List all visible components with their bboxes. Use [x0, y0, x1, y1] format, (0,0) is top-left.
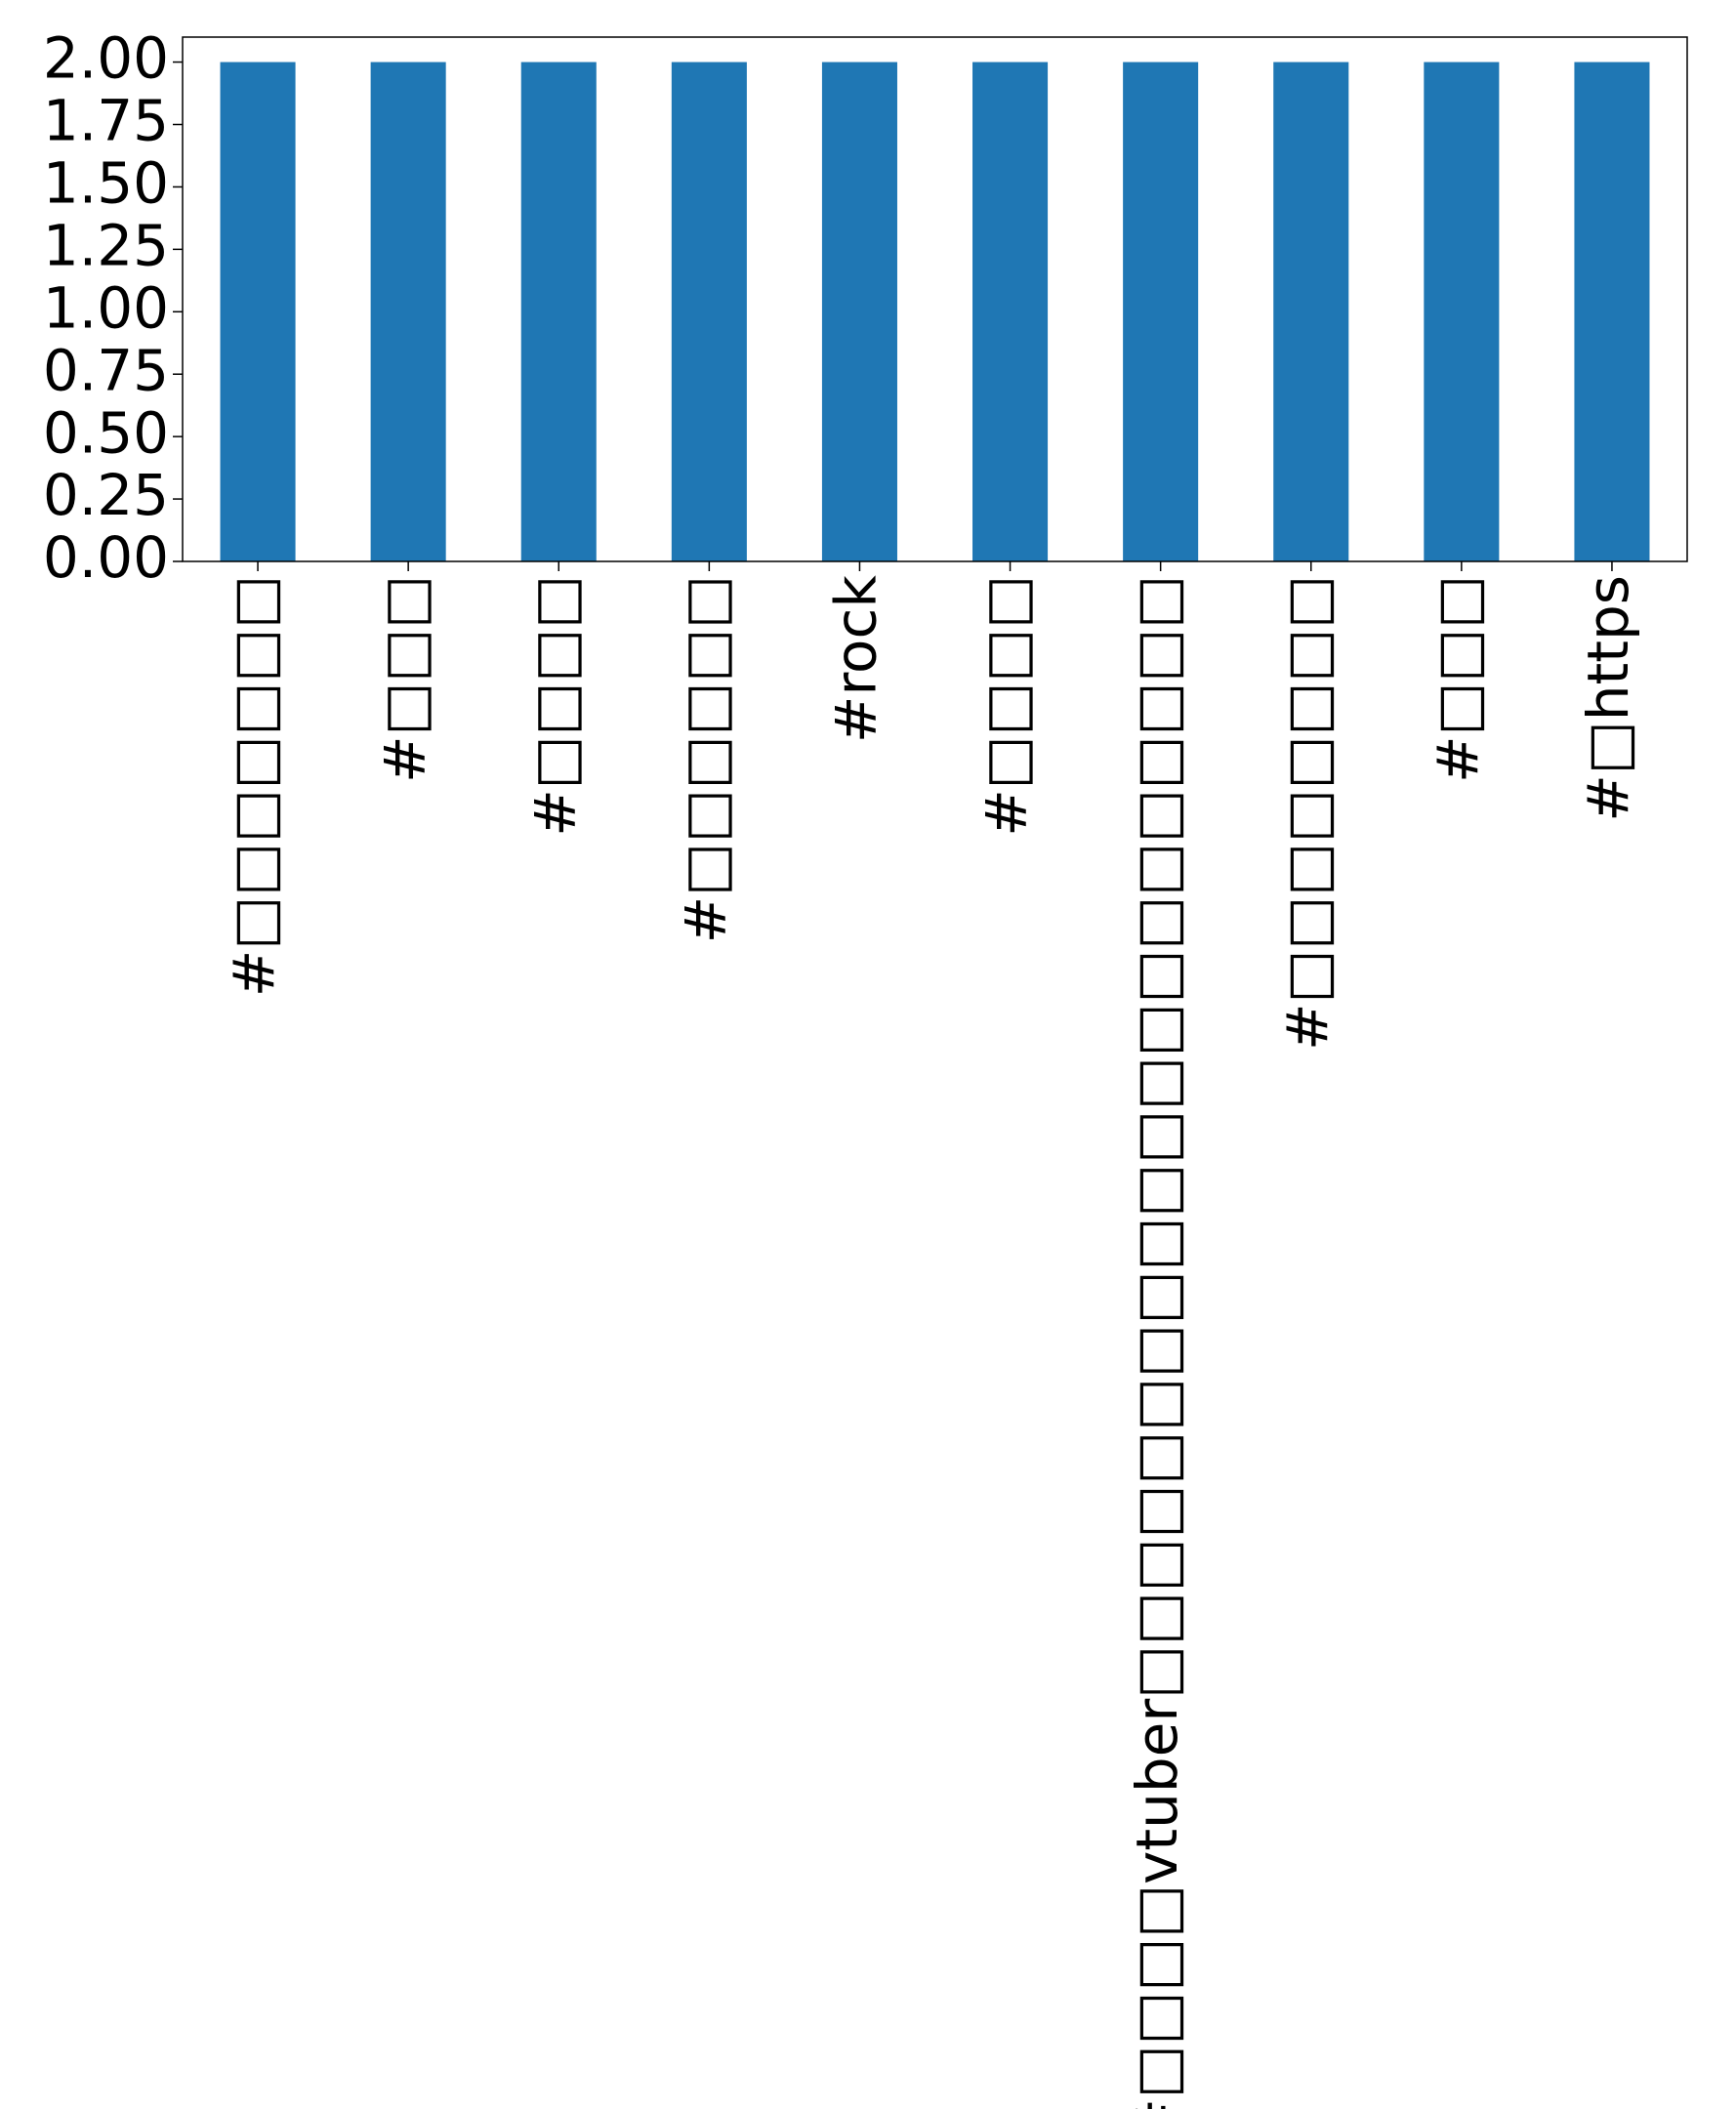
bar	[220, 62, 296, 561]
plot-frame	[182, 36, 1688, 562]
bar	[821, 62, 897, 561]
y-tick-label: 0.75	[43, 337, 169, 403]
x-tick-label: #□□□□	[973, 575, 1040, 837]
y-tick-label: 0.25	[43, 462, 169, 528]
x-tick-label: #□□□	[1425, 575, 1491, 783]
y-tick-label: 1.75	[43, 88, 169, 154]
y-tick-label: 1.25	[43, 212, 169, 278]
y-tick-label: 1.50	[43, 150, 169, 217]
y-tick-label: 1.00	[43, 274, 169, 341]
x-tick-label: #□□□□□□□□	[1274, 575, 1341, 1051]
y-tick-label: 0.00	[43, 524, 169, 591]
x-tick-label: #rock	[823, 575, 889, 744]
bar	[972, 62, 1049, 561]
x-tick-label: #□https	[1575, 575, 1641, 822]
x-tick-label: #□□□	[371, 575, 437, 783]
bar	[671, 62, 747, 561]
y-tick-label: 2.00	[43, 25, 169, 92]
x-tick-label: #□□□□□□	[672, 575, 738, 943]
y-tick-label: 0.50	[43, 399, 169, 466]
x-tick-label: #□□□□	[521, 575, 588, 837]
bar	[1273, 62, 1349, 561]
x-tick-label: #□□□□□□□	[221, 575, 287, 997]
bar	[520, 62, 597, 561]
bar	[370, 62, 446, 561]
bar	[1424, 62, 1500, 561]
bar	[1123, 62, 1199, 561]
bar	[1574, 62, 1650, 561]
x-tick-label: #□□□□vtuber□□□□□□□□□□□□□□□□□□□□□	[1124, 575, 1190, 2109]
